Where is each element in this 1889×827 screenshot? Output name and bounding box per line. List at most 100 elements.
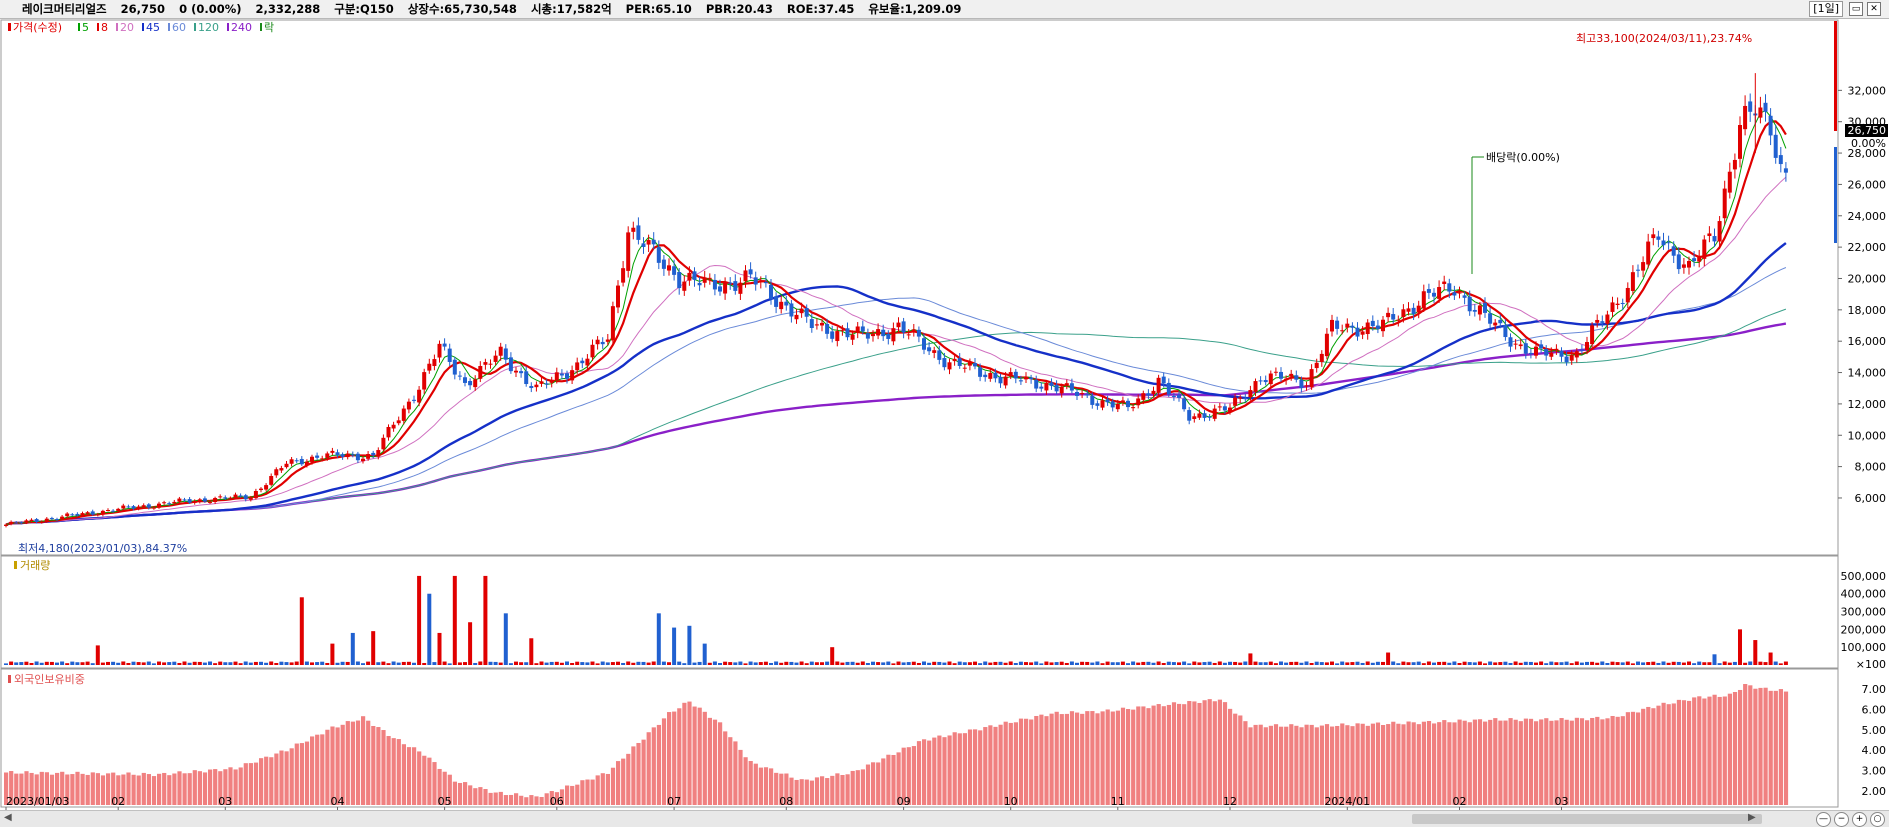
foreign-bar bbox=[616, 761, 621, 805]
candle-body bbox=[595, 339, 600, 345]
date-tick-label: 04 bbox=[331, 795, 345, 808]
foreign-bar bbox=[1365, 725, 1370, 805]
foreign-bar bbox=[233, 769, 238, 805]
candle-body bbox=[580, 360, 585, 364]
volume-bar bbox=[1360, 662, 1365, 665]
restore-icon[interactable]: ▭ bbox=[1849, 2, 1863, 16]
foreign-bar bbox=[1212, 701, 1217, 805]
volume-bar bbox=[1722, 661, 1727, 665]
zoom-out-icon[interactable]: − bbox=[1834, 812, 1849, 827]
volume-bar bbox=[641, 661, 646, 665]
foreign-bar bbox=[177, 771, 182, 805]
volume-bar bbox=[1151, 662, 1156, 665]
foreign-bar bbox=[146, 774, 151, 805]
candle-body bbox=[514, 370, 518, 373]
foreign-bar bbox=[340, 724, 345, 805]
candle-body bbox=[172, 501, 177, 504]
foreign-bar bbox=[65, 774, 70, 805]
volume-bar bbox=[1146, 661, 1151, 665]
zoom-reset-icon[interactable]: ○ bbox=[1870, 812, 1885, 827]
foreign-bar bbox=[304, 741, 310, 805]
candle-body bbox=[549, 379, 554, 383]
foreign-bar bbox=[259, 758, 264, 805]
volume-bar bbox=[126, 662, 131, 665]
scroll-right-icon[interactable]: ▶ bbox=[1748, 812, 1756, 823]
foreign-bar bbox=[1758, 687, 1763, 805]
volume-bar bbox=[463, 662, 467, 665]
volume-bar bbox=[1732, 661, 1737, 665]
foreign-bar bbox=[1676, 699, 1681, 805]
volume-bar bbox=[100, 662, 105, 665]
candle-body bbox=[1462, 295, 1467, 298]
zoom-slider-icon[interactable]: — bbox=[1816, 812, 1831, 827]
foreign-bar bbox=[1289, 724, 1294, 805]
volume-panel bbox=[0, 555, 1839, 669]
volume-bar bbox=[1309, 662, 1314, 665]
foreign-bar bbox=[1355, 723, 1360, 805]
volume-bar bbox=[417, 575, 422, 665]
foreign-bar bbox=[325, 729, 330, 805]
candle-body bbox=[493, 355, 498, 362]
scroll-left-icon[interactable]: ◀ bbox=[4, 812, 12, 823]
volume-bar bbox=[1228, 661, 1232, 665]
candle-body bbox=[1467, 296, 1472, 312]
foreign-bar bbox=[922, 739, 927, 805]
candle-body bbox=[1528, 352, 1533, 354]
foreign-bar bbox=[799, 779, 804, 805]
volume-bar bbox=[1182, 661, 1187, 665]
close-icon[interactable]: ✕ bbox=[1867, 2, 1881, 16]
foreign-bar bbox=[463, 782, 468, 805]
zoom-in-icon[interactable]: + bbox=[1852, 812, 1867, 827]
volume-bar bbox=[1426, 661, 1431, 665]
volume-bar bbox=[304, 661, 309, 665]
candle-body bbox=[820, 322, 824, 326]
candle-body bbox=[1085, 394, 1090, 396]
volume-bar bbox=[483, 575, 488, 665]
candle-body bbox=[1075, 391, 1079, 396]
candle-body bbox=[998, 376, 1003, 384]
foreign-bar bbox=[468, 785, 473, 805]
candle-body bbox=[243, 495, 248, 500]
legend-ma-5: 5 bbox=[82, 21, 89, 34]
candle-body bbox=[1182, 398, 1187, 410]
candle-body bbox=[794, 314, 799, 320]
candle-body bbox=[483, 362, 488, 365]
foreign-bar bbox=[830, 775, 835, 805]
volume-bar bbox=[289, 662, 294, 665]
foreign-bar bbox=[417, 751, 422, 805]
volume-bar bbox=[1523, 661, 1528, 665]
candle-body bbox=[1268, 373, 1273, 385]
candle-body bbox=[881, 329, 886, 337]
candle-body bbox=[355, 453, 360, 461]
ma-45-line bbox=[5, 242, 1787, 526]
candle-body bbox=[559, 373, 564, 376]
volume-bar bbox=[1110, 662, 1115, 665]
foreign-bar bbox=[1024, 718, 1029, 805]
foreign-bar bbox=[1483, 721, 1488, 805]
scroll-thumb[interactable] bbox=[1412, 814, 1762, 824]
volume-bar bbox=[1778, 663, 1783, 665]
volume-bar bbox=[401, 661, 406, 665]
period-selector[interactable]: [1일] bbox=[1809, 1, 1843, 17]
candle-body bbox=[1253, 381, 1258, 392]
foreign-bar bbox=[447, 774, 452, 805]
volume-bar bbox=[1044, 661, 1049, 665]
candle-body bbox=[1202, 413, 1207, 418]
volume-bar bbox=[565, 661, 569, 665]
volume-bar bbox=[1171, 662, 1176, 665]
foreign-bar bbox=[284, 751, 289, 805]
foreign-bar bbox=[157, 773, 162, 805]
horizontal-scrollbar[interactable]: ◀ ▶ — − + ○ bbox=[0, 810, 1889, 827]
volume-bar bbox=[799, 661, 804, 665]
volume-bar bbox=[876, 662, 881, 665]
volume-bar bbox=[1753, 640, 1758, 665]
foreign-bar bbox=[1600, 719, 1605, 805]
volume-bar bbox=[19, 662, 24, 665]
volume-bar bbox=[916, 662, 921, 665]
foreign-bar bbox=[483, 789, 488, 805]
foreign-bar bbox=[1763, 687, 1768, 805]
foreign-bar bbox=[820, 776, 825, 805]
foreign-bar bbox=[1554, 720, 1559, 805]
candle-body bbox=[452, 359, 457, 375]
foreign-bar bbox=[1029, 719, 1034, 805]
